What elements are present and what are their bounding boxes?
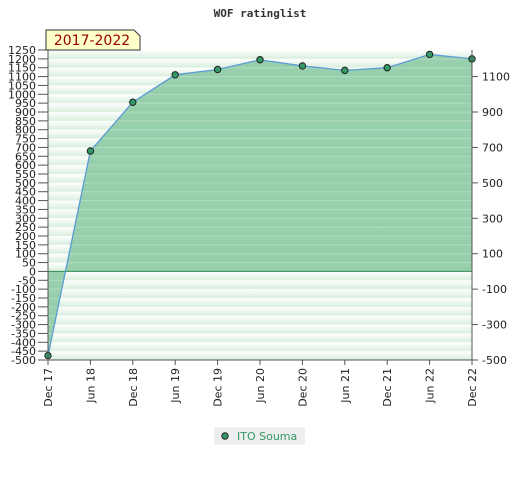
data-point [341,66,349,75]
x-tick-label: Jun 20 [254,368,267,404]
legend-entry: ITO Souma [237,430,297,443]
y-axis-right: 1100 900 700 500 300 100 -100 -300 -500 [471,50,510,367]
legend-box [214,427,305,445]
data-point [425,50,434,59]
data-point [298,62,307,70]
y-tick-label-left: 500 [15,177,36,190]
x-tick-label: Jun 19 [169,368,182,404]
data-point [129,98,137,106]
y-tick-label-left: 1150 [8,62,36,75]
y-tick-label-left: 200 [15,230,36,243]
chart-title: WOF ratinglist [214,7,307,20]
x-tick-label: Dec 17 [42,368,55,407]
y-tick-label-left: -250 [11,310,36,323]
background-band [48,342,472,352]
marker-layer [44,50,476,360]
background-band [48,298,472,307]
y-tick-label-right: 900 [482,106,503,119]
data-point [86,147,95,155]
legend-marker [221,432,229,440]
background-band [48,289,472,298]
y-tick-label-left: 50 [22,257,36,270]
y-tick-label-left: 800 [15,124,36,137]
y-tick-label-left: -50 [18,274,36,287]
period-label: 2017-2022 [54,33,130,49]
y-tick-label-left: 100 [15,248,36,261]
background-band [48,333,472,343]
background-band [48,280,472,290]
y-tick-label-left: 650 [15,150,36,163]
y-tick-label-left: 550 [15,168,36,181]
y-axis-left: 1250120011501100105010009509008508007507… [8,44,49,367]
y-tick-label-left: -450 [11,345,36,358]
y-tick-label-left: 700 [15,141,36,154]
y-tick-label-left: -150 [11,292,36,305]
grid-layer [48,58,472,352]
x-tick-label: Jun 22 [424,368,437,404]
series-area [48,54,472,356]
y-tick-label-right: 700 [482,141,503,154]
background-band [48,271,472,281]
x-axis: Dec 17 Jun 18 Dec 18 Jun 19 Dec 19 Jun 20 Dec … [42,359,479,407]
y-tick-label-left: 1200 [8,53,36,66]
y-tick-label-left: 1100 [8,71,36,84]
y-tick-label-right: -100 [482,283,507,296]
y-tick-label-left: -350 [11,327,36,340]
y-tick-label-left: 250 [15,221,36,234]
y-tick-label-left: 150 [15,239,36,252]
background-band [48,50,472,59]
y-tick-label-left: 1050 [8,79,36,92]
background-band [48,315,472,325]
y-tick-label-right: -500 [482,354,507,367]
x-tick-label: Dec 19 [212,368,225,407]
data-point [383,64,391,72]
data-point [256,56,264,64]
legend: ITO Souma [214,427,305,445]
x-tick-label: Jun 18 [84,368,97,404]
background-band [48,351,472,360]
y-tick-label-left: 1250 [8,44,36,57]
period-badge-box [45,29,141,51]
background-band [48,306,472,316]
y-tick-label-right: 100 [482,248,503,261]
y-tick-label-left: 900 [15,106,36,119]
period-badge: 2017-2022 [45,29,141,51]
y-tick-label-left: 300 [15,212,36,225]
y-tick-label-left: -200 [11,301,36,314]
background-band [48,324,472,334]
area-layer [48,54,472,356]
x-tick-label: Dec 18 [127,368,140,407]
y-tick-label-left: -400 [11,336,36,349]
y-tick-label-right: 300 [482,212,503,225]
y-tick-label-left: -300 [11,319,36,332]
y-tick-label-left: 750 [15,133,36,146]
y-tick-label-right: -300 [482,319,507,332]
y-tick-label-left: 600 [15,159,36,172]
y-tick-label-left: 400 [15,195,36,208]
y-tick-label-right: 1100 [482,71,510,84]
x-tick-label: Jun 21 [339,368,352,404]
y-tick-label-left: 1000 [8,88,36,101]
y-tick-label-left: -500 [11,354,36,367]
data-point [213,65,222,74]
y-tick-label-left: 950 [15,97,36,110]
y-tick-label-left: 350 [15,203,36,216]
data-point [171,71,179,79]
x-tick-label: Dec 20 [296,368,309,407]
y-tick-label-left: 850 [15,115,36,128]
y-tick-label-left: -100 [11,283,36,296]
x-tick-label: Dec 22 [466,368,479,407]
y-tick-label-right: 500 [482,177,503,190]
y-tick-label-left: 450 [15,186,36,199]
y-tick-label-left: 0 [29,265,36,278]
x-tick-label: Dec 21 [381,368,394,407]
